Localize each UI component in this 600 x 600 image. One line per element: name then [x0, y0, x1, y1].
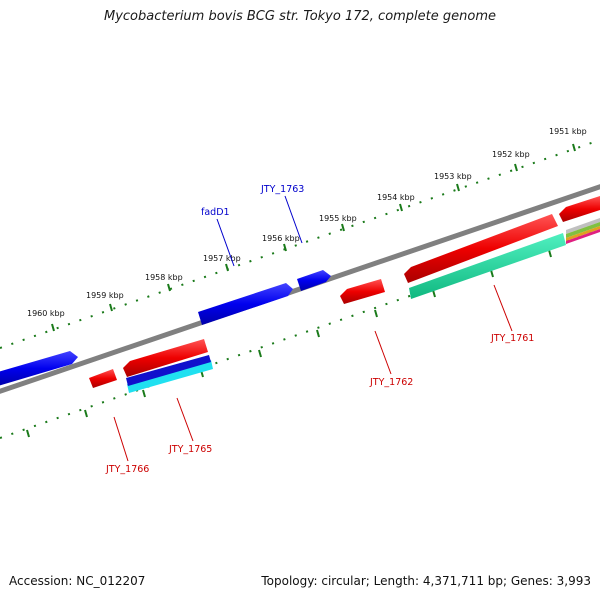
genome-backbone [0, 184, 600, 394]
leader-fadD1 [216, 218, 235, 267]
gene-label-jty1765[interactable]: JTY_1765 [168, 444, 212, 455]
gene-arrow-fadD1[interactable] [198, 283, 293, 325]
scale-label-1956: 1956 kbp [262, 234, 300, 243]
scale-label-1955: 1955 kbp [319, 214, 357, 223]
gene-arrow-jty1766[interactable] [89, 369, 117, 388]
genome-title: Mycobacterium bovis BCG str. Tokyo 172, … [104, 9, 496, 24]
scale-label-1957: 1957 kbp [203, 254, 241, 263]
scale-label-1952: 1952 kbp [492, 150, 530, 159]
gene-label-jty1761[interactable]: JTY_1761 [490, 333, 534, 344]
scale-label-1959: 1959 kbp [86, 291, 124, 300]
leader-jty1765 [176, 397, 194, 442]
feature-cyan-band[interactable] [127, 360, 213, 393]
gene-label-jty1762[interactable]: JTY_1762 [369, 377, 413, 388]
gene-arrow-jty1762[interactable] [340, 279, 385, 304]
inner-major-ticks [26, 249, 552, 438]
gene-arrow-left-blue[interactable] [0, 351, 78, 386]
genome-summary-text: Topology: circular; Length: 4,371,711 bp… [261, 574, 591, 588]
feature-blue-band[interactable] [126, 355, 211, 386]
scale-label-1958: 1958 kbp [145, 273, 183, 282]
gene-label-jty1766[interactable]: JTY_1766 [105, 464, 149, 475]
gene-arrow-jty1761-red[interactable] [404, 214, 558, 283]
gene-arrow-right-red[interactable] [559, 196, 600, 222]
outer-scale-ruler [0, 139, 600, 349]
gene-label-jty1763[interactable]: JTY_1763 [260, 184, 304, 195]
scale-label-1954: 1954 kbp [377, 193, 415, 202]
scale-label-1960: 1960 kbp [27, 309, 65, 318]
accession-text: Accession: NC_012207 [9, 574, 146, 588]
gene-arrow-jty1763[interactable] [297, 270, 331, 291]
leader-jty1766 [113, 416, 129, 462]
leader-jty1762 [374, 330, 392, 375]
scale-label-1953: 1953 kbp [434, 172, 472, 181]
leader-jty1761 [493, 284, 513, 332]
gene-label-fadD1[interactable]: fadD1 [201, 207, 230, 218]
outer-major-ticks [51, 143, 576, 332]
leader-jty1763 [284, 195, 303, 244]
scale-label-1951: 1951 kbp [549, 127, 587, 136]
feature-teal-band[interactable] [409, 233, 566, 299]
gene-arrow-jty1765-red[interactable] [123, 339, 208, 377]
feature-multicolor-bands[interactable] [566, 218, 600, 244]
